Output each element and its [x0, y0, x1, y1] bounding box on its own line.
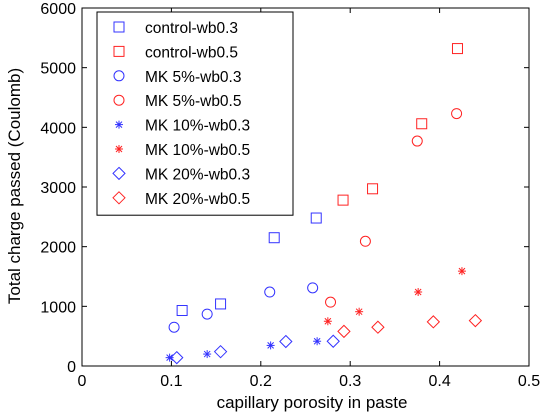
legend-marker	[112, 166, 126, 181]
data-point	[411, 135, 423, 147]
data-point	[451, 43, 463, 55]
data-point	[201, 308, 213, 320]
x-tick-label: 0.2	[250, 373, 272, 390]
legend-box	[96, 11, 294, 216]
legend-marker	[113, 94, 125, 106]
legend: control-wb0.3 control-wb0.5 MK 5%-wb0.3 MK …	[96, 11, 294, 216]
data-point	[326, 334, 340, 348]
data-point	[266, 341, 275, 350]
x-axis-label: capillary porosity in paste	[217, 393, 408, 412]
data-point	[310, 212, 322, 224]
data-point	[307, 282, 319, 294]
legend-entry: MK 20%-wb0.5	[145, 191, 250, 208]
legend-marker	[112, 191, 126, 205]
data-point	[355, 307, 364, 316]
data-point	[426, 315, 441, 329]
x-tick-label: 0	[78, 373, 87, 390]
data-point	[359, 235, 371, 247]
legend-marker	[113, 21, 125, 33]
y-axis-label: Total charge passed (Coulomb)	[5, 68, 24, 304]
data-point	[371, 320, 385, 334]
data-point	[337, 324, 351, 339]
data-point	[168, 321, 180, 333]
data-point	[176, 305, 188, 317]
data-point	[203, 350, 212, 359]
data-point	[337, 194, 349, 206]
data-point	[165, 353, 174, 362]
data-point	[215, 298, 227, 310]
legend-entry: MK 20%-wb0.3	[145, 166, 250, 183]
data-point	[279, 334, 293, 349]
y-tick-label: 2000	[40, 240, 76, 257]
y-tick-label: 0	[67, 359, 76, 376]
legend-entry: control-wb0.3	[145, 20, 238, 37]
data-marks	[165, 43, 483, 365]
x-tick-label: 0.3	[339, 373, 361, 390]
legend-entry: control-wb0.5	[145, 44, 238, 61]
data-point	[416, 118, 428, 130]
y-tick-label: 3000	[40, 180, 76, 197]
y-tick-label: 5000	[40, 61, 76, 78]
x-tick-label: 0.4	[428, 373, 450, 390]
data-point	[268, 232, 280, 244]
data-point	[451, 108, 463, 120]
legend-marker	[113, 45, 125, 57]
x-tick-label: 0.5	[518, 373, 540, 390]
y-tick-label: 6000	[40, 1, 76, 18]
x-tick-label: 0.1	[160, 373, 182, 390]
y-tick-label: 1000	[40, 299, 76, 316]
data-point	[170, 350, 184, 365]
y-tick-label: 4000	[40, 120, 76, 137]
legend-entry: MK 5%-wb0.5	[145, 93, 241, 110]
data-point	[414, 288, 423, 297]
data-point	[468, 313, 483, 328]
axis-ticks: 0 0.1 0.2 0.3 0.4 0.5 0 1000 2000 3000 4000 5000 600…	[40, 1, 540, 390]
data-point	[457, 267, 466, 276]
data-point	[323, 317, 332, 326]
data-point	[264, 286, 276, 298]
data-point	[213, 344, 228, 359]
data-point	[367, 183, 379, 195]
legend-marker	[115, 145, 123, 153]
legend-entry: MK 10%-wb0.5	[145, 142, 250, 159]
legend-marker	[113, 70, 125, 82]
legend-entry: MK 5%-wb0.3	[145, 69, 241, 86]
data-point	[325, 296, 337, 308]
data-point	[313, 337, 322, 346]
legend-marker	[115, 120, 123, 129]
legend-entry: MK 10%-wb0.3	[145, 118, 250, 135]
